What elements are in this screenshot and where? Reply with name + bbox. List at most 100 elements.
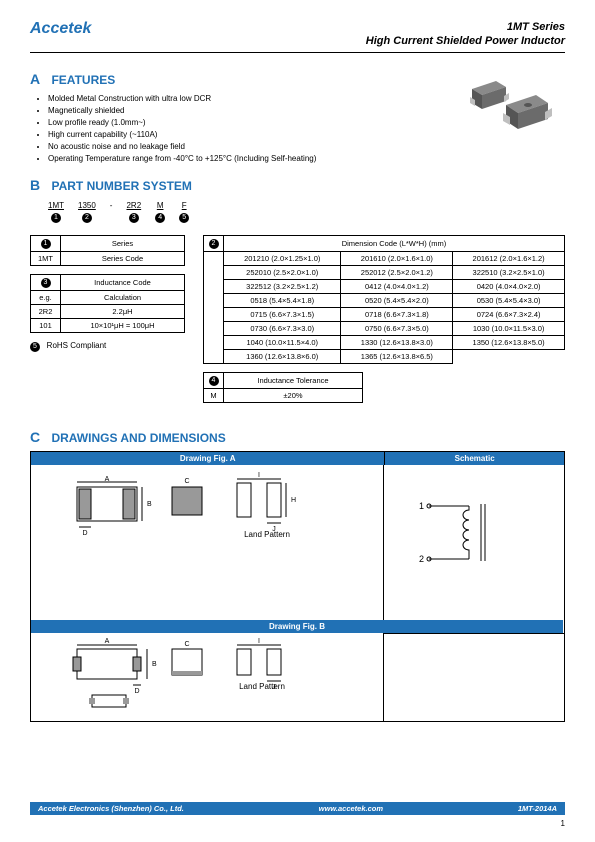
svg-text:1: 1: [419, 501, 424, 511]
dim-cell: 1030 (10.0×11.5×3.0): [453, 321, 565, 335]
right-tables: 2 Dimension Code (L*W*H) (mm) 201210 (2.0…: [203, 235, 565, 411]
dim-header: Dimension Code (L*W*H) (mm): [224, 235, 565, 251]
dim-cell: 0730 (6.6×7.3×3.0): [224, 321, 341, 335]
svg-text:D: D: [82, 530, 87, 537]
drawings-heading: DRAWINGS AND DIMENSIONS: [51, 431, 225, 445]
series-title: 1MT Series: [366, 20, 565, 34]
dim-cell: [453, 349, 565, 363]
footer-company: Accetek Electronics (Shenzhen) Co., Ltd.: [38, 804, 184, 813]
code-4: M: [149, 201, 171, 210]
tol-header: Inductance Tolerance: [224, 372, 363, 388]
svg-text:A: A: [105, 476, 110, 483]
page-number: 1: [30, 819, 565, 828]
fig-b-drawing: A B D C I J: [52, 637, 362, 715]
rohs-row: 5 RoHS Compliant: [30, 341, 185, 352]
series-cell: Series Code: [61, 251, 185, 265]
part-number-codes: 1MT 1350 - 2R2 M F 1 2 3 4 5: [40, 199, 197, 225]
svg-text:D: D: [134, 688, 139, 695]
dim-cell: 0750 (6.6×7.3×5.0): [341, 321, 453, 335]
part-number-heading: PART NUMBER SYSTEM: [51, 179, 191, 193]
dim-cell: 252010 (2.5×2.0×1.0): [224, 265, 341, 279]
code-1: 1MT: [42, 201, 70, 210]
page: Accetek 1MT Series High Current Shielded…: [0, 0, 595, 842]
inductor-image: [460, 75, 555, 135]
letter-a: A: [30, 71, 40, 87]
code-2: 1350: [72, 201, 102, 210]
dim-cell: 0518 (5.4×5.4×1.8): [224, 293, 341, 307]
letter-c: C: [30, 429, 40, 445]
inductance-table: 3Inductance Code e.g.Calculation 2R22.2μ…: [30, 274, 185, 333]
footer-bar: Accetek Electronics (Shenzhen) Co., Ltd.…: [30, 802, 565, 815]
land-pattern-label: Land Pattern: [244, 530, 290, 539]
ind-header: Inductance Code: [61, 274, 185, 290]
feature-item: Operating Temperature range from -40°C t…: [48, 153, 565, 165]
dim-cell: 1330 (12.6×13.8×3.0): [341, 335, 453, 349]
ref-2b: 2: [209, 239, 219, 249]
drawings-box: Drawing Fig. A Schematic A B D: [30, 451, 565, 722]
dim-cell: 201210 (2.0×1.25×1.0): [224, 251, 341, 265]
dim-cell: 0412 (4.0×4.0×1.2): [341, 279, 453, 293]
dim-cell: 0530 (5.4×5.4×3.0): [453, 293, 565, 307]
svg-text:2: 2: [419, 554, 424, 564]
ref-4b: 4: [209, 376, 219, 386]
fig-a-header: Drawing Fig. A: [31, 452, 385, 465]
schematic-drawing: 1 2: [399, 469, 549, 614]
fig-b-body: A B D C I J: [31, 633, 384, 721]
code-5: F: [173, 201, 195, 210]
fig-b-spacer: [384, 633, 564, 721]
ref-5b: 5: [30, 342, 40, 352]
ref-3b: 3: [41, 278, 51, 288]
footer: Accetek Electronics (Shenzhen) Co., Ltd.…: [30, 802, 565, 828]
dim-cell: 201610 (2.0×1.6×1.0): [341, 251, 453, 265]
ind-cell: 2R2: [31, 304, 61, 318]
features-heading: FEATURES: [51, 73, 115, 87]
footer-doc: 1MT-2014A: [518, 804, 557, 813]
dim-cell: 0715 (6.6×7.3×1.5): [224, 307, 341, 321]
header: Accetek 1MT Series High Current Shielded…: [30, 20, 565, 53]
section-b-heading: B PART NUMBER SYSTEM: [30, 177, 565, 193]
code-3: 2R2: [120, 201, 147, 210]
svg-text:I: I: [258, 472, 260, 479]
svg-text:B: B: [147, 501, 152, 508]
ind-cell: e.g.: [31, 290, 61, 304]
code-sep: -: [104, 201, 119, 210]
svg-text:B: B: [152, 661, 157, 668]
dim-cell: 1365 (12.6×13.8×6.5): [341, 349, 453, 363]
ref-1b: 1: [41, 239, 51, 249]
dimension-table: 2 Dimension Code (L*W*H) (mm) 201210 (2.0…: [203, 235, 565, 364]
series-subtitle: High Current Shielded Power Inductor: [366, 34, 565, 48]
ref-5: 5: [179, 213, 189, 223]
dim-cell: 1360 (12.6×13.8×6.0): [224, 349, 341, 363]
schematic-header: Schematic: [385, 452, 564, 465]
land-pattern-label-b: Land Pattern: [239, 682, 285, 691]
ref-3: 3: [129, 213, 139, 223]
left-tables: 1Series 1MTSeries Code 3Inductance Code …: [30, 235, 185, 411]
series-cell: 1MT: [31, 251, 61, 265]
svg-text:A: A: [105, 638, 110, 645]
feature-item: No acoustic noise and no leakage field: [48, 141, 565, 153]
fig-b-header: Drawing Fig. B: [31, 620, 564, 633]
series-header: Series: [61, 235, 185, 251]
schematic-body: 1 2: [384, 465, 564, 620]
dim-cell: 0420 (4.0×4.0×2.0): [453, 279, 565, 293]
dim-cell: 0718 (6.6×7.3×1.8): [341, 307, 453, 321]
tables-wrapper: 1Series 1MTSeries Code 3Inductance Code …: [30, 235, 565, 411]
rohs-label: RoHS Compliant: [47, 341, 107, 350]
fig-a-body: A B D C I H J: [31, 465, 384, 620]
letter-b: B: [30, 177, 40, 193]
footer-url: www.accetek.com: [319, 804, 383, 813]
svg-text:C: C: [184, 478, 189, 485]
tol-cell: M: [204, 388, 224, 402]
series-table: 1 Series 1MTSeries Code: [30, 235, 185, 266]
dim-cell: 322512 (3.2×2.5×1.2): [224, 279, 341, 293]
dim-cell: 0724 (6.6×7.3×2.4): [453, 307, 565, 321]
tol-cell: ±20%: [224, 388, 363, 402]
section-c-heading: C DRAWINGS AND DIMENSIONS: [30, 429, 565, 445]
ref-1: 1: [51, 213, 61, 223]
svg-text:C: C: [184, 641, 189, 648]
dim-cell: 252012 (2.5×2.0×1.2): [341, 265, 453, 279]
ref-2: 2: [82, 213, 92, 223]
tolerance-table: 4 Inductance Tolerance M±20%: [203, 372, 363, 403]
ind-cell: 101: [31, 318, 61, 332]
dim-cell: 322510 (3.2×2.5×1.0): [453, 265, 565, 279]
